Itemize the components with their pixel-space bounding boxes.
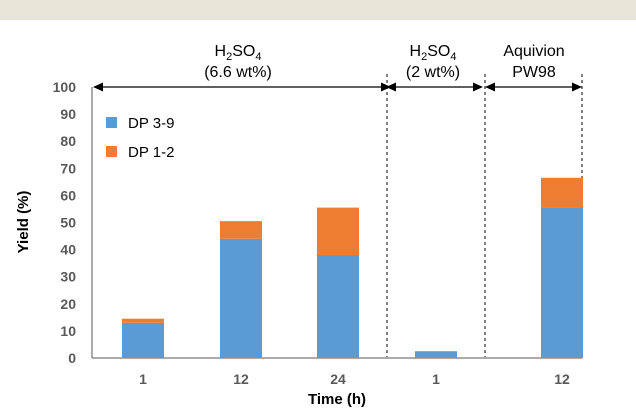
bar-2-dp-1-2 [220,221,262,239]
y-tick-labels: 0 10 20 30 40 50 60 70 80 90 100 [53,79,77,366]
bar-4-dp-3-9 [415,351,457,358]
group-2-formula-sub1: 2 [421,51,427,63]
x-tick-1: 1 [139,371,147,387]
group-arrows [93,82,582,92]
group-2-arrow-left [386,82,396,92]
group-1-formula-sub2: 4 [255,51,261,63]
group-header-3: Aquivion PW98 [503,43,564,81]
x-tick-3: 24 [330,371,346,387]
y-tick-90: 90 [60,106,76,122]
bar-1-dp-3-9 [122,322,164,358]
y-tick-80: 80 [60,133,76,149]
group-3-name: Aquivion [503,43,564,60]
legend-label-dp-1-2: DP 1-2 [128,144,174,161]
legend-swatch-dp-1-2 [106,146,117,157]
y-tick-40: 40 [60,242,76,258]
group-1-formula-so: SO [232,43,255,60]
top-band [0,0,636,20]
y-tick-50: 50 [60,215,76,231]
group-1-formula-sub1: 2 [226,51,232,63]
bar-3-dp-1-2 [317,207,359,256]
y-tick-0: 0 [68,350,76,366]
y-tick-100: 100 [53,79,77,95]
group-2-arrow-right [473,82,483,92]
bar-2-dp-3-9 [220,238,262,358]
svg-text:H2SO4: H2SO4 [410,43,457,63]
x-axis-title: Time (h) [308,391,366,408]
bars [122,177,583,358]
group-2-concentration: (2 wt%) [406,64,460,81]
group-3-arrow-right [572,82,582,92]
group-1-arrow-left [93,82,103,92]
group-3-arrow-left [485,82,495,92]
x-tick-5: 12 [554,371,570,387]
group-2-formula-so: SO [427,43,450,60]
svg-text:H2SO4: H2SO4 [215,43,262,63]
legend-label-dp-3-9: DP 3-9 [128,115,174,132]
x-tick-4: 1 [432,371,440,387]
group-header-1: H2SO4 (6.6 wt%) [204,43,272,81]
group-2-formula-sub2: 4 [450,51,456,63]
y-tick-70: 70 [60,160,76,176]
x-tick-2: 12 [233,371,249,387]
bar-3-dp-3-9 [317,255,359,358]
bar-5-dp-1-2 [541,177,583,208]
bar-1-dp-1-2 [122,318,164,323]
y-tick-30: 30 [60,269,76,285]
group-1-concentration: (6.6 wt%) [204,64,272,81]
y-tick-10: 10 [60,323,76,339]
y-tick-20: 20 [60,296,76,312]
legend-swatch-dp-3-9 [106,117,117,128]
y-axis-title: Yield (%) [15,191,32,254]
bar-5-dp-3-9 [541,207,583,358]
group-1-formula-h: H [215,43,227,60]
legend: DP 3-9 DP 1-2 [106,115,174,161]
group-3-grade: PW98 [512,64,556,81]
group-header-2: H2SO4 (2 wt%) [406,43,460,81]
x-tick-labels: 1 12 24 1 12 [139,371,570,387]
group-2-formula-h: H [410,43,422,60]
y-tick-60: 60 [60,187,76,203]
